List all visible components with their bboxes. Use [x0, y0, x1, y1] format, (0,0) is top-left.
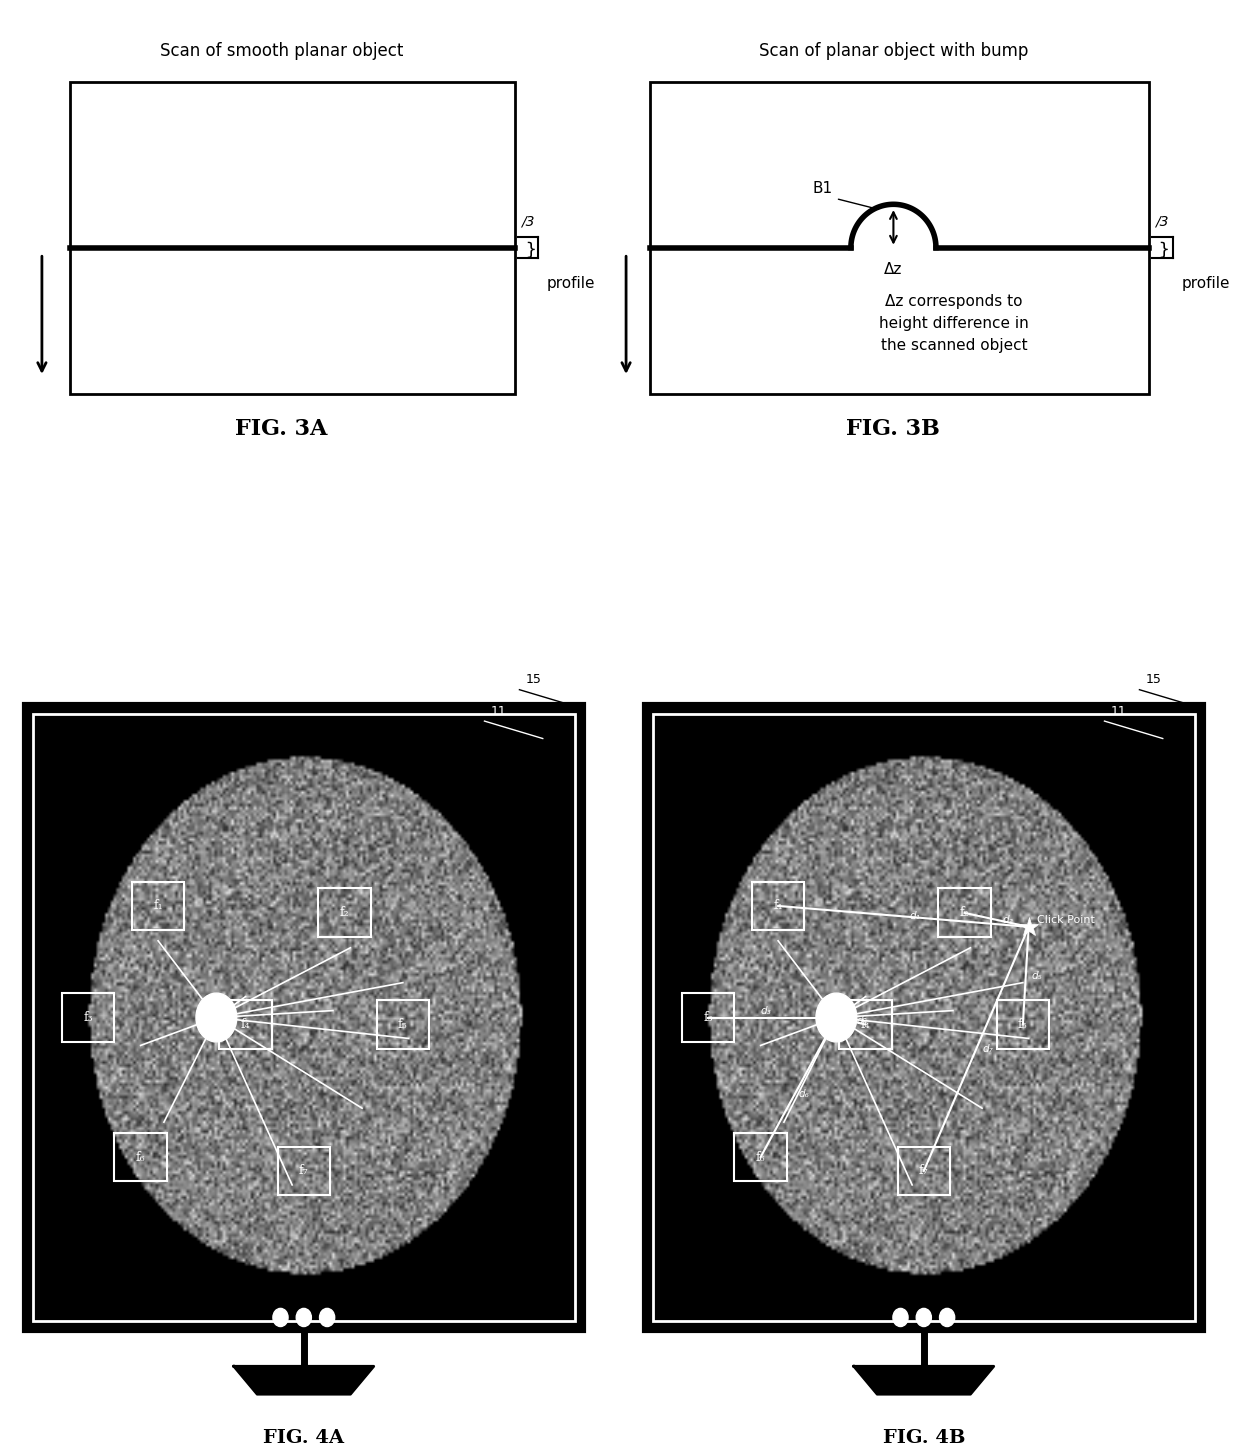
Circle shape	[893, 1308, 908, 1327]
Bar	[62, 993, 114, 1043]
Text: FIG. 3A: FIG. 3A	[236, 419, 327, 440]
Text: f₄: f₄	[861, 1018, 870, 1031]
Text: FIG. 4A: FIG. 4A	[263, 1430, 345, 1444]
Text: f₁: f₁	[774, 900, 782, 913]
Bar	[751, 881, 805, 930]
Bar	[839, 1001, 892, 1048]
Circle shape	[320, 1308, 335, 1327]
Circle shape	[196, 993, 237, 1043]
Text: {: {	[521, 238, 532, 257]
Text: Click Point: Click Point	[1038, 915, 1095, 924]
Text: f₂: f₂	[960, 907, 970, 920]
Text: f₃: f₃	[83, 1011, 93, 1024]
Bar	[734, 1132, 787, 1181]
Text: f₇: f₇	[299, 1164, 309, 1177]
Bar	[32, 715, 575, 1321]
Bar	[319, 888, 371, 937]
Bar	[131, 881, 185, 930]
Text: f₃: f₃	[703, 1011, 713, 1024]
Text: d₄: d₄	[857, 1017, 868, 1027]
Text: 11: 11	[490, 705, 506, 718]
Bar	[377, 1001, 429, 1048]
Circle shape	[273, 1308, 288, 1327]
Bar	[997, 1001, 1049, 1048]
Text: d₂: d₂	[1002, 915, 1013, 924]
Text: Scan of smooth planar object: Scan of smooth planar object	[160, 42, 403, 59]
Text: d₃: d₃	[760, 1005, 771, 1015]
Text: Δz: Δz	[884, 261, 903, 277]
Bar	[644, 703, 1204, 1331]
Circle shape	[940, 1308, 955, 1327]
Bar	[650, 82, 1148, 394]
Text: B1: B1	[812, 180, 833, 195]
Text: profile: profile	[547, 276, 595, 292]
Text: f₄: f₄	[241, 1018, 250, 1031]
Bar	[114, 1132, 167, 1181]
Circle shape	[816, 993, 857, 1043]
Text: d₇: d₇	[982, 1044, 993, 1054]
Text: 15: 15	[1146, 673, 1161, 686]
Text: FIG. 3B: FIG. 3B	[847, 419, 940, 440]
Text: 11: 11	[1110, 705, 1126, 718]
Bar	[278, 1147, 330, 1196]
Text: f₇: f₇	[919, 1164, 929, 1177]
Bar	[898, 1147, 950, 1196]
Circle shape	[916, 1308, 931, 1327]
Text: /3: /3	[521, 215, 534, 228]
Circle shape	[296, 1308, 311, 1327]
Bar	[24, 703, 584, 1331]
Text: profile: profile	[1182, 276, 1230, 292]
Text: FIG. 4B: FIG. 4B	[883, 1430, 965, 1444]
Bar	[219, 1001, 272, 1048]
Text: 15: 15	[526, 673, 541, 686]
Bar	[939, 888, 991, 937]
Text: d₅: d₅	[1032, 970, 1043, 980]
Text: /3: /3	[1154, 215, 1168, 228]
Bar	[682, 993, 734, 1043]
Text: f₅: f₅	[1018, 1018, 1028, 1031]
Bar	[71, 82, 516, 394]
Text: f₂: f₂	[340, 907, 350, 920]
Text: f₆: f₆	[756, 1151, 765, 1164]
Text: {: {	[1154, 238, 1166, 257]
Text: f₆: f₆	[136, 1151, 145, 1164]
Text: f₁: f₁	[154, 900, 162, 913]
Text: d₆: d₆	[799, 1089, 810, 1099]
Text: Δz corresponds to
height difference in
the scanned object: Δz corresponds to height difference in t…	[879, 293, 1029, 354]
Text: f₅: f₅	[398, 1018, 408, 1031]
Polygon shape	[854, 1366, 993, 1395]
Polygon shape	[234, 1366, 373, 1395]
Text: d₁: d₁	[909, 911, 920, 921]
Text: Scan of planar object with bump: Scan of planar object with bump	[759, 42, 1028, 59]
Bar	[652, 715, 1195, 1321]
